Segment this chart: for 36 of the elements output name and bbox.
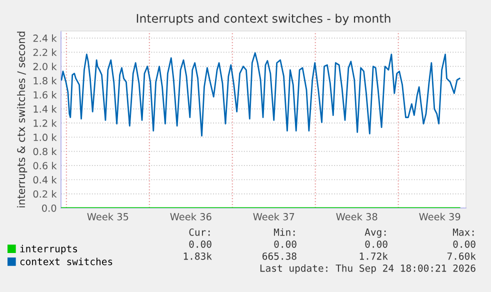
line-series — [61, 52, 460, 136]
y-tick-label: 0.0 — [42, 204, 56, 212]
text: Cur: — [189, 228, 210, 236]
y-tick-label: 1.0 k — [34, 134, 57, 142]
x-tick-label: Week 36 — [170, 212, 212, 220]
y-tick-label: 1.2 k — [34, 119, 57, 127]
legend-label: context switches — [20, 258, 112, 266]
y-tick-label: 1.4 k — [34, 105, 57, 113]
y-tick-label: 0.4 k — [33, 176, 57, 184]
text: 0.00 — [365, 240, 388, 248]
y-axis-title: interrupts & ctx switches / second — [17, 32, 28, 208]
x-tick-label: Week 39 — [419, 212, 460, 220]
text: 7.60k — [447, 252, 476, 260]
y-tick-label: 0.8 k — [33, 148, 57, 156]
y-tick-label: 2.4 k — [33, 34, 57, 42]
y-tick-label: 0.6 k — [33, 162, 57, 170]
text: 665.38 — [262, 252, 296, 260]
y-tick-label: 0.2 k — [33, 190, 57, 198]
text: 0.00 — [274, 240, 296, 248]
y-tick-label: 1.8 k — [34, 76, 57, 84]
chart-title: Interrupts and context switches - by month — [136, 14, 390, 26]
text: 0.00 — [453, 240, 476, 248]
text: Min: — [274, 228, 295, 236]
y-tick-label: 2.0 k — [33, 62, 57, 70]
text: 0.00 — [189, 240, 212, 248]
text: 1.72k — [360, 252, 388, 260]
x-tick-label: Week 37 — [253, 212, 294, 220]
x-tick-label: Week 38 — [336, 212, 378, 220]
text: Avg: — [364, 228, 386, 238]
text: Max: — [452, 228, 474, 236]
x-tick-label: Week 35 — [87, 212, 128, 220]
text: 1.83k — [184, 252, 212, 260]
legend-label: interrupts — [20, 244, 78, 254]
y-tick-label: 1.6 k — [34, 91, 57, 99]
y-tick-label: 2.2 k — [33, 48, 57, 56]
text: Last update: Thu Sep 24 18:00:21 2026 — [260, 264, 476, 274]
